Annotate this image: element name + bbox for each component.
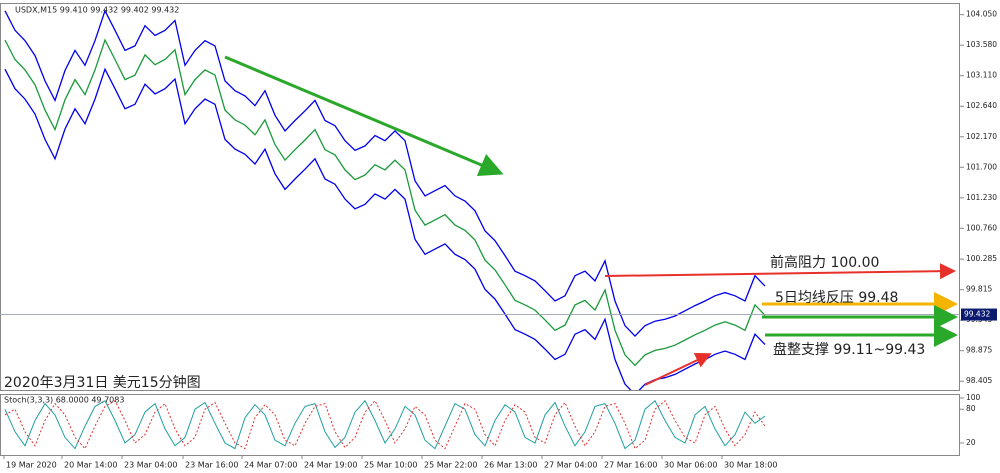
rebound-arrow	[644, 352, 712, 386]
y-tick-label: 80	[966, 404, 976, 413]
current-price-box	[961, 308, 997, 321]
series-line	[4, 67, 766, 390]
x-tick-label: 26 Mar 13:00	[484, 461, 537, 470]
x-tick-label: 30 Mar 18:00	[724, 461, 777, 470]
y-tick-label: 102.170	[966, 132, 997, 141]
x-tick-label: 20 Mar 14:00	[64, 461, 117, 470]
chart-title: USDX,M15 99.410 99.432 99.402 99.432	[15, 6, 179, 15]
x-tick-label: 30 Mar 06:00	[664, 461, 717, 470]
stoch-frame	[0, 394, 960, 456]
x-tick-label: 24 Mar 19:00	[304, 461, 357, 470]
y-tick-label: 103.110	[966, 71, 997, 80]
y-tick-label: 102.640	[966, 101, 997, 110]
annotation: 盘整支撑 99.11~99.43	[773, 341, 925, 358]
x-tick-label: 25 Mar 22:00	[424, 461, 477, 470]
trend-arrow	[224, 55, 504, 177]
annotation: 前高阻力 100.00	[770, 254, 879, 271]
x-tick-label: 19 Mar 2020	[6, 461, 57, 470]
y-tick-label: 98.875	[966, 346, 992, 355]
resistance-arrow	[604, 263, 956, 280]
series-line	[4, 38, 766, 367]
x-tick-label: 27 Mar 04:00	[544, 461, 597, 470]
series-line	[4, 399, 766, 450]
y-tick-label: 100.285	[966, 254, 997, 263]
x-tick-label: 23 Mar 16:00	[185, 461, 238, 470]
x-tick-label: 24 Mar 07:00	[244, 461, 297, 470]
y-tick-label: 99.815	[966, 285, 992, 294]
stoch-title: Stoch(3,3,3) 68.0000 49.7083	[4, 396, 124, 405]
y-tick-label: 103.580	[966, 40, 997, 49]
y-tick-label: 98.405	[966, 376, 992, 385]
y-tick-label: 101.700	[966, 162, 997, 171]
y-tick-label: 100.760	[966, 223, 997, 232]
series-line	[4, 399, 766, 450]
x-tick-label: 25 Mar 10:00	[364, 461, 417, 470]
series-line	[4, 9, 766, 338]
y-tick-label: 20	[966, 438, 976, 447]
annotation: 5日均线反压 99.48	[775, 290, 898, 306]
current-price-label: 99.432	[964, 310, 990, 319]
y-tick-label: 104.050	[966, 10, 997, 19]
y-tick-label: 100	[966, 393, 981, 402]
x-tick-label: 27 Mar 16:00	[604, 461, 657, 470]
y-tick-label: 101.230	[966, 193, 997, 202]
x-tick-label: 23 Mar 04:00	[124, 461, 177, 470]
main-frame	[0, 3, 960, 391]
caption: 2020年3月31日 美元15分钟图	[4, 374, 201, 391]
